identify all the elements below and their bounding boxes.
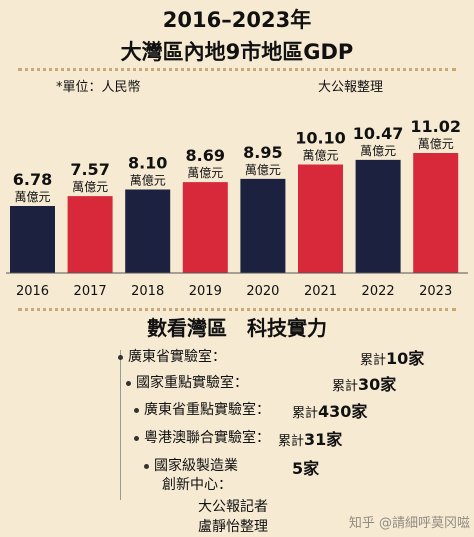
lab-item-label-line2: 創新中心： bbox=[162, 477, 232, 493]
value-label: 10.47 bbox=[353, 124, 404, 143]
x-tick-label: 2019 bbox=[189, 284, 222, 299]
lab-item-count: 累計430家 bbox=[292, 402, 368, 421]
value-label: 8.69 bbox=[186, 146, 225, 165]
unit-label: 萬億元 bbox=[302, 149, 338, 163]
divider-top bbox=[18, 68, 456, 71]
bar-2021 bbox=[298, 164, 343, 273]
title-years: 2016–2023年 bbox=[162, 8, 312, 32]
value-label: 11.02 bbox=[410, 117, 461, 136]
x-tick-label: 2022 bbox=[362, 284, 395, 299]
bullet-icon bbox=[134, 407, 139, 413]
lab-item-count: 累計30家 bbox=[332, 375, 397, 394]
x-tick-label: 2020 bbox=[246, 284, 279, 299]
unit-label: 萬億元 bbox=[72, 180, 108, 194]
bullet-icon bbox=[144, 463, 149, 469]
bar-2016 bbox=[10, 206, 55, 273]
value-label: 7.57 bbox=[70, 160, 109, 179]
lab-item-label: 廣東省實驗室： bbox=[118, 346, 226, 366]
bar-2020 bbox=[240, 178, 286, 273]
bar-2019 bbox=[182, 182, 228, 273]
bar-2018 bbox=[125, 189, 171, 273]
unit-label: 萬億元 bbox=[187, 166, 223, 180]
value-label: 6.78 bbox=[13, 170, 52, 189]
bullet-icon bbox=[118, 354, 123, 360]
tech-section-title: 數看灣區 科技實力 bbox=[147, 316, 327, 340]
x-tick-label: 2017 bbox=[74, 284, 107, 299]
lab-item-label: 國家級製造業 bbox=[144, 455, 238, 475]
value-label: 8.10 bbox=[128, 154, 167, 173]
value-label: 8.95 bbox=[243, 143, 282, 162]
lab-item-count: 累計10家 bbox=[360, 349, 425, 368]
lab-item-label: 廣東省重點實驗室： bbox=[134, 399, 270, 419]
x-tick-label: 2018 bbox=[131, 284, 164, 299]
gdp-bar-chart: 6.78萬億元7.57萬億元8.10萬億元8.69萬億元8.95萬億元10.10… bbox=[6, 117, 468, 299]
lab-item-count: 5家 bbox=[292, 459, 320, 478]
source-note: 大公報整理 bbox=[318, 80, 384, 95]
lab-item-count: 累計31家 bbox=[278, 430, 343, 449]
watermark-text: 知乎 @請細呼莫冈嗞 bbox=[348, 516, 470, 531]
unit-label: 萬億元 bbox=[418, 137, 454, 151]
bar-2023 bbox=[413, 153, 459, 273]
unit-label: 萬億元 bbox=[360, 144, 396, 158]
lab-item-label: 粵港澳聯合實驗室： bbox=[134, 427, 270, 447]
x-tick-label: 2021 bbox=[304, 284, 337, 299]
timeline-line bbox=[120, 350, 121, 500]
title-main: 大灣區內地9市地區GDP bbox=[120, 40, 354, 64]
x-tick-label: 2016 bbox=[16, 284, 49, 299]
unit-note: *單位：人民幣 bbox=[56, 80, 141, 95]
lab-item-label: 國家重點實驗室： bbox=[126, 372, 248, 392]
bullet-icon bbox=[134, 435, 139, 441]
bar-2022 bbox=[355, 159, 401, 273]
credit-editor: 盧靜怡整理 bbox=[198, 519, 268, 535]
unit-label: 萬億元 bbox=[245, 163, 281, 177]
credit-reporter: 大公報記者 bbox=[198, 499, 268, 515]
unit-label: 萬億元 bbox=[130, 174, 166, 188]
value-label: 10.10 bbox=[295, 129, 346, 148]
bar-2017 bbox=[67, 196, 113, 273]
unit-label: 萬億元 bbox=[14, 190, 50, 204]
divider-middle bbox=[18, 308, 456, 311]
x-tick-label: 2023 bbox=[419, 284, 452, 299]
bullet-icon bbox=[126, 380, 131, 386]
